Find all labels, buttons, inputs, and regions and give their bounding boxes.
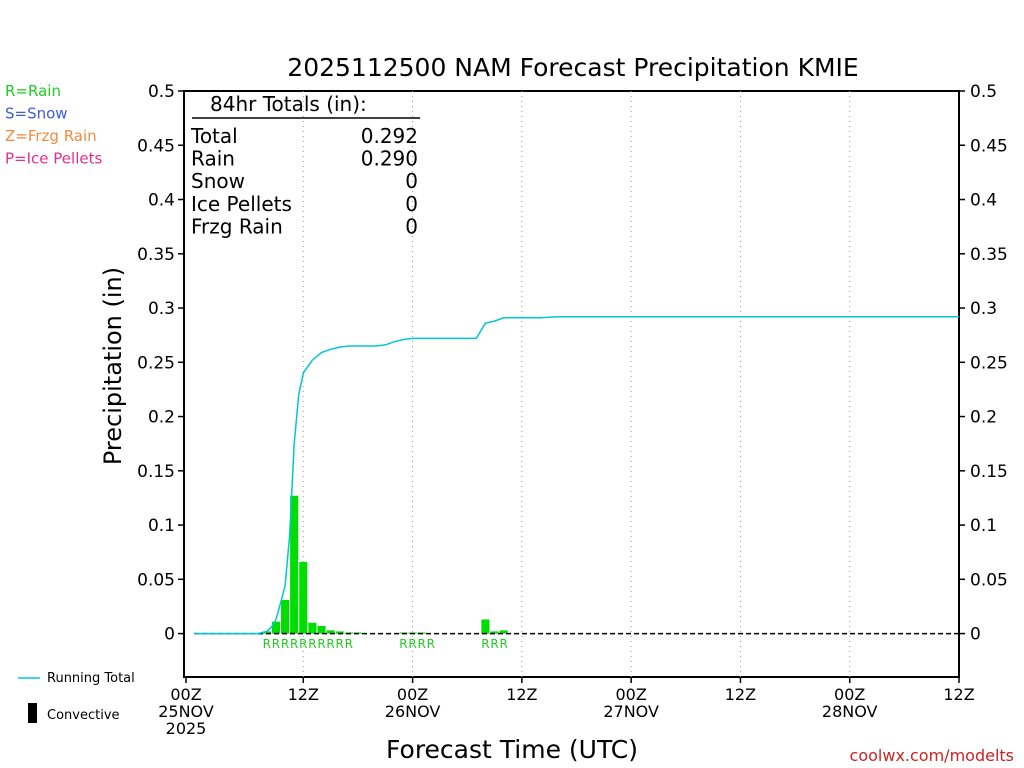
convective-bar — [481, 619, 490, 634]
x-tick-label: 12Z — [288, 685, 319, 704]
y-tick-label-left: 0.3 — [148, 299, 175, 319]
totals-row-label: Frzg Rain — [191, 214, 283, 238]
plot-frame — [183, 90, 960, 678]
x-tick-label: 12Z — [506, 685, 537, 704]
precip-type-label: R — [299, 637, 307, 651]
y-tick-label-left: 0.15 — [137, 462, 175, 482]
y-tick-label-right: 0.25 — [970, 353, 1008, 373]
y-tick-label-right: 0 — [970, 625, 981, 645]
x-axis-label: Forecast Time (UTC) — [386, 735, 638, 764]
precip-type-label: R — [272, 637, 280, 651]
totals-row-value: 0 — [405, 192, 418, 216]
x-tick-label: 25NOV — [158, 702, 214, 721]
precip-type-label: R — [263, 637, 271, 651]
y-tick-label-left: 0.5 — [148, 82, 175, 102]
totals-box: 84hr Totals (in): Total 0.292 Rain 0.290 Sno… — [190, 92, 420, 238]
precip-type-label: R — [317, 637, 325, 651]
precip-type-label: R — [345, 637, 353, 651]
x-tick-label: 12Z — [725, 685, 756, 704]
y-axis-right-ticks: 0.5 0.45 0.4 0.35 0.3 0.25 0.2 0.15 0.1 0.05 0 — [959, 82, 1008, 645]
convective-bar — [308, 622, 317, 634]
running-total-line — [194, 315, 959, 635]
y-tick-label-right: 0.15 — [970, 462, 1008, 482]
convective-bar — [326, 630, 335, 634]
y-tick-label-right: 0.4 — [970, 191, 997, 211]
totals-rows: Total 0.292 Rain 0.290 Snow 0 Ice Pellets 0 Frzg… — [190, 124, 418, 238]
chart-title: 2025112500 NAM Forecast Precipitation KM… — [287, 53, 858, 82]
y-tick-label-right: 0.5 — [970, 82, 997, 102]
x-tick-label: 00Z — [615, 685, 646, 704]
totals-row-label: Ice Pellets — [191, 192, 292, 216]
precip-type-label: R — [418, 637, 426, 651]
precip-type-legend-item: R=Rain — [5, 82, 61, 100]
totals-row-value: 0 — [405, 169, 418, 193]
convective-legend-label: Convective — [47, 708, 120, 723]
y-tick-label-left: 0.1 — [148, 516, 175, 536]
x-tick-label: 28NOV — [822, 702, 878, 721]
totals-row-label: Snow — [191, 169, 245, 193]
x-tick-label: 00Z — [170, 685, 201, 704]
y-tick-label-left: 0.05 — [137, 570, 175, 590]
y-tick-label-right: 0.45 — [970, 136, 1008, 156]
precip-type-label: R — [408, 637, 416, 651]
convective-bar — [290, 495, 299, 634]
credit-text: coolwx.com/modelts — [850, 746, 1014, 765]
precip-type-label: R — [481, 637, 489, 651]
precip-type-legend-item: P=Ice Pellets — [5, 150, 102, 168]
y-tick-label-left: 0 — [164, 625, 175, 645]
y-tick-label-left: 0.4 — [148, 191, 175, 211]
y-tick-label-right: 0.2 — [970, 408, 997, 428]
precip-type-label: R — [336, 637, 344, 651]
y-tick-label-right: 0.1 — [970, 516, 997, 536]
totals-row-label: Total — [190, 124, 238, 148]
precip-type-label: R — [399, 637, 407, 651]
running-total-legend-label: Running Total — [47, 671, 135, 686]
convective-legend-swatch — [28, 703, 37, 723]
y-axis-left-ticks: 0.5 0.45 0.4 0.35 0.3 0.25 0.2 0.15 0.1 0.05 0 — [137, 82, 184, 645]
convective-bar — [262, 631, 271, 634]
totals-row-value: 0 — [405, 214, 418, 238]
y-tick-label-right: 0.05 — [970, 570, 1008, 590]
y-tick-label-right: 0.3 — [970, 299, 997, 319]
y-tick-label-left: 0.25 — [137, 353, 175, 373]
convective-bar — [299, 561, 308, 634]
y-tick-label-right: 0.35 — [970, 245, 1008, 265]
convective-bar — [335, 631, 344, 634]
y-tick-label-left: 0.45 — [137, 136, 175, 156]
x-tick-label: 27NOV — [603, 702, 659, 721]
convective-bar — [499, 630, 508, 634]
y-tick-label-left: 0.2 — [148, 408, 175, 428]
x-tick-label: 12Z — [943, 685, 974, 704]
x-tick-label: 2025 — [166, 719, 207, 738]
x-tick-label: 00Z — [397, 685, 428, 704]
totals-row-value: 0.292 — [361, 124, 418, 148]
x-tick-label: 26NOV — [385, 702, 441, 721]
series-legend: Running Total Convective — [18, 671, 135, 723]
convective-bar — [317, 625, 326, 634]
precip-type-legend-item: Z=Frzg Rain — [5, 127, 97, 145]
totals-row-label: Rain — [191, 147, 235, 171]
x-tick-label: 00Z — [834, 685, 865, 704]
precip-type-label: R — [290, 637, 298, 651]
convective-bar — [490, 631, 499, 634]
precip-type-label: R — [326, 637, 334, 651]
precip-type-label: R — [490, 637, 498, 651]
totals-row-value: 0.290 — [361, 147, 418, 171]
totals-heading: 84hr Totals (in): — [210, 92, 367, 116]
precip-type-label: R — [427, 637, 435, 651]
precip-type-label: R — [281, 637, 289, 651]
precip-type-legend-item: S=Snow — [5, 105, 68, 123]
precip-type-label: R — [308, 637, 316, 651]
y-tick-label-left: 0.35 — [137, 245, 175, 265]
y-axis-label: Precipitation (in) — [99, 267, 127, 465]
precip-type-legend: R=Rain S=Snow Z=Frzg Rain P=Ice Pellets — [5, 82, 102, 168]
convective-bar — [271, 621, 281, 634]
convective-bar — [281, 599, 290, 634]
precip-type-label: R — [499, 637, 507, 651]
